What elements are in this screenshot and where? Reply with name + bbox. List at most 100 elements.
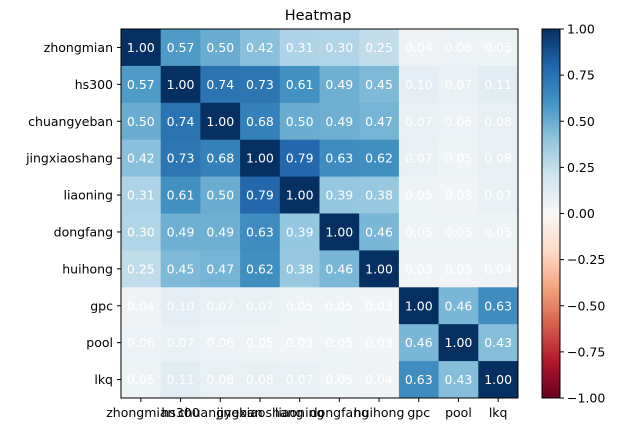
cell-value-label: 0.03 (286, 335, 314, 350)
heatmap-cell (121, 29, 162, 67)
plot-frame (120, 28, 519, 399)
cell-value-label: 0.05 (484, 224, 512, 239)
cell-value-label: 0.50 (206, 188, 234, 203)
cell-value-label: 0.03 (365, 298, 393, 313)
cell-value-label: 0.46 (405, 335, 433, 350)
heatmap-cell (121, 287, 162, 325)
cell-value-label: 0.74 (167, 114, 195, 129)
x-tick-label: chuangyeban (178, 405, 263, 420)
cell-value-label: 0.39 (286, 224, 314, 239)
cell-value-label: 0.38 (365, 188, 393, 203)
x-tick-label: zhongmian (106, 405, 175, 420)
heatmap-cell (438, 65, 479, 104)
heatmap-cell (319, 102, 360, 141)
cell-value-label: 0.11 (167, 372, 195, 387)
heatmap-cell (478, 324, 519, 362)
heatmap-cell (279, 65, 320, 104)
y-tick-label: huihong (62, 261, 113, 276)
heatmap-cell (200, 29, 241, 67)
x-tick-labels: zhongmianhs300chuangyebanjingxiaoshangli… (106, 398, 507, 420)
heatmap-cell (279, 102, 320, 141)
heatmap-cell (359, 176, 400, 214)
colorbar-tick-label: 0.25 (567, 160, 595, 175)
cell-value-label: 0.42 (246, 40, 274, 55)
cell-value-label: 0.46 (325, 261, 353, 276)
heatmap-cell (398, 361, 440, 399)
heatmap-cell (121, 250, 162, 288)
heatmap-cell (478, 139, 519, 178)
heatmap-cell (200, 287, 241, 325)
cell-value-label: 0.05 (286, 298, 314, 313)
heatmap-cell (398, 102, 440, 141)
heatmap-cell (160, 102, 201, 141)
heatmap-cell (359, 139, 400, 178)
heatmap-cell (478, 361, 519, 399)
heatmap-cell (438, 287, 479, 325)
cell-value-label: 0.61 (167, 188, 195, 203)
cell-value-label: 1.00 (127, 40, 155, 55)
cell-value-label: 0.46 (445, 298, 473, 313)
heatmap-cell (279, 250, 320, 288)
heatmap-cell (359, 287, 400, 325)
colorbar (541, 28, 561, 399)
cell-value-label: 0.07 (167, 335, 195, 350)
heatmap-cell (438, 176, 479, 214)
heatmap-cell (240, 29, 281, 67)
cell-value-label: 0.07 (405, 151, 433, 166)
heatmap-cell (200, 102, 241, 141)
cell-value-label: 0.62 (365, 151, 393, 166)
heatmap-cell (160, 324, 201, 362)
cell-value-label: 1.00 (365, 261, 393, 276)
heatmap-cell (438, 361, 479, 399)
cell-value-label: 0.46 (365, 224, 393, 239)
cell-value-label: 0.05 (405, 188, 433, 203)
cell-value-label: 0.50 (206, 40, 234, 55)
heatmap-cell (121, 65, 162, 104)
heatmap-cell (200, 250, 241, 288)
x-tick-label: dongfang (310, 405, 369, 420)
cell-value-label: 0.57 (127, 77, 155, 92)
heatmap-cell (478, 65, 519, 104)
cell-value-label: 0.50 (127, 114, 155, 129)
heatmap-cell (200, 324, 241, 362)
x-tick-label: hs300 (161, 405, 199, 420)
heatmap-cell (438, 324, 479, 362)
heatmap-cell (121, 324, 162, 362)
heatmap-cell (279, 324, 320, 362)
y-tick-labels: zhongmian hs300 chuangyeban jingxiaoshang li… (25, 40, 121, 387)
cell-value-label: 0.61 (286, 77, 314, 92)
cell-value-label: 0.04 (127, 298, 155, 313)
cell-value-label: 0.07 (206, 298, 234, 313)
heatmap-cell (240, 287, 281, 325)
cell-value-label: 0.04 (405, 40, 433, 55)
cell-value-label: 0.08 (246, 372, 274, 387)
heatmap-cell (200, 65, 241, 104)
y-tick-label: chuangyeban (28, 114, 113, 129)
heatmap-cell (319, 250, 360, 288)
heatmap-cell (359, 250, 400, 288)
cell-value-label: 0.03 (445, 261, 473, 276)
y-tick-label: hs300 (75, 77, 113, 92)
heatmap-cell (121, 176, 162, 214)
heatmap-cell (319, 287, 360, 325)
cell-value-label: 0.57 (167, 40, 195, 55)
cell-value-label: 0.08 (206, 372, 234, 387)
cell-value-label: 0.68 (246, 114, 274, 129)
heatmap-cell (438, 213, 479, 251)
heatmap-cell (160, 176, 201, 214)
heatmap-cell (160, 139, 201, 178)
y-tick-label: liaoning (63, 188, 113, 203)
x-tick-label: lkq (489, 405, 508, 420)
heatmap-cells: 1.00 0.57 0.50 0.42 0.31 0.30 0.25 0.04 0.06 0.05… (121, 29, 519, 399)
cell-value-label: 0.49 (325, 114, 353, 129)
cell-value-label: 0.31 (127, 188, 155, 203)
heatmap-cell (478, 29, 519, 67)
cell-value-label: 0.73 (167, 151, 195, 166)
heatmap-cell (240, 176, 281, 214)
heatmap-cell (121, 102, 162, 141)
x-tick-label: jingxiaoshang (215, 405, 303, 420)
heatmap-cell (279, 213, 320, 251)
colorbar-tick-label: −0.50 (567, 298, 605, 313)
heatmap-cell (438, 29, 479, 67)
